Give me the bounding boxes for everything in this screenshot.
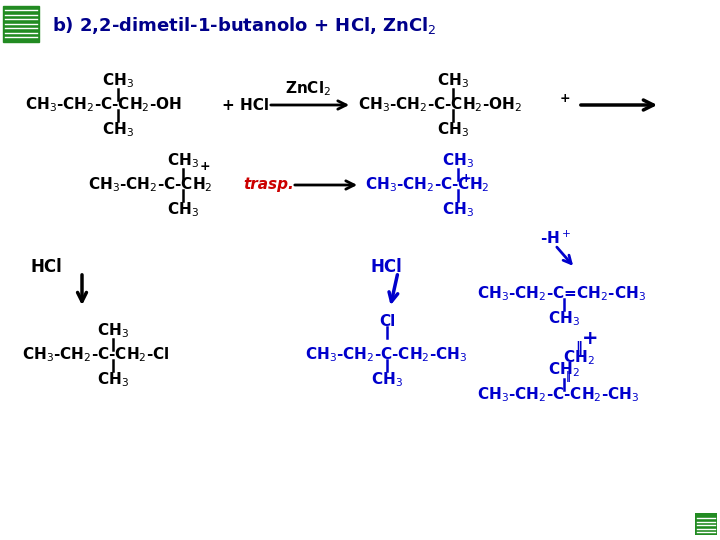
- Text: +: +: [461, 172, 472, 185]
- Text: trasp.: trasp.: [243, 178, 294, 192]
- Text: CH$_3$: CH$_3$: [442, 152, 474, 170]
- Text: +: +: [560, 91, 571, 105]
- Text: HCl: HCl: [30, 258, 62, 276]
- Text: CH$_3$-CH$_2$-C-CH$_2$-CH$_3$: CH$_3$-CH$_2$-C-CH$_2$-CH$_3$: [305, 346, 467, 365]
- Text: CH$_3$-CH$_2$-C-CH$_2$-OH: CH$_3$-CH$_2$-C-CH$_2$-OH: [25, 96, 182, 114]
- Text: CH$_3$: CH$_3$: [97, 370, 129, 389]
- Text: CH$_3$-CH$_2$-C-CH$_2$-OH$_2$: CH$_3$-CH$_2$-C-CH$_2$-OH$_2$: [358, 96, 522, 114]
- Text: CH$_2$: CH$_2$: [563, 349, 595, 367]
- Text: CH$_2$: CH$_2$: [548, 361, 580, 379]
- Text: CH$_3$: CH$_3$: [102, 72, 134, 90]
- Text: +: +: [582, 328, 598, 348]
- Text: CH$_3$: CH$_3$: [437, 120, 469, 139]
- Text: CH$_3$: CH$_3$: [437, 72, 469, 90]
- Text: ‖: ‖: [566, 370, 570, 381]
- Text: CH$_3$-CH$_2$-C-CH$_2$-CH$_3$: CH$_3$-CH$_2$-C-CH$_2$-CH$_3$: [477, 386, 639, 404]
- Text: b) 2,2-dimetil-1-butanolo + HCl, ZnCl$_2$: b) 2,2-dimetil-1-butanolo + HCl, ZnCl$_2…: [52, 15, 436, 36]
- Text: CH$_3$-CH$_2$-C-CH$_2$: CH$_3$-CH$_2$-C-CH$_2$: [88, 176, 212, 194]
- Text: CH$_3$: CH$_3$: [167, 152, 199, 170]
- Text: ‖: ‖: [575, 341, 582, 355]
- Text: HCl: HCl: [370, 258, 402, 276]
- Text: CH$_3$: CH$_3$: [442, 201, 474, 219]
- Text: Cl: Cl: [379, 314, 395, 329]
- Text: CH$_3$: CH$_3$: [371, 370, 403, 389]
- Text: +: +: [200, 159, 211, 172]
- Text: CH$_3$: CH$_3$: [97, 322, 129, 340]
- Text: -H$^+$: -H$^+$: [540, 230, 571, 247]
- Bar: [3, 6, 39, 42]
- Text: CH$_3$: CH$_3$: [548, 309, 580, 328]
- Text: CH$_3$: CH$_3$: [167, 201, 199, 219]
- Text: CH$_3$-CH$_2$-C-CH$_2$-Cl: CH$_3$-CH$_2$-C-CH$_2$-Cl: [22, 346, 170, 365]
- FancyBboxPatch shape: [695, 513, 717, 535]
- Text: CH$_3$: CH$_3$: [102, 120, 134, 139]
- Text: + HCl: + HCl: [222, 98, 269, 112]
- Text: CH$_3$-CH$_2$-C=CH$_2$-CH$_3$: CH$_3$-CH$_2$-C=CH$_2$-CH$_3$: [477, 285, 646, 303]
- Text: ZnCl$_2$: ZnCl$_2$: [285, 79, 331, 98]
- Text: CH$_3$-CH$_2$-C-CH$_2$: CH$_3$-CH$_2$-C-CH$_2$: [365, 176, 490, 194]
